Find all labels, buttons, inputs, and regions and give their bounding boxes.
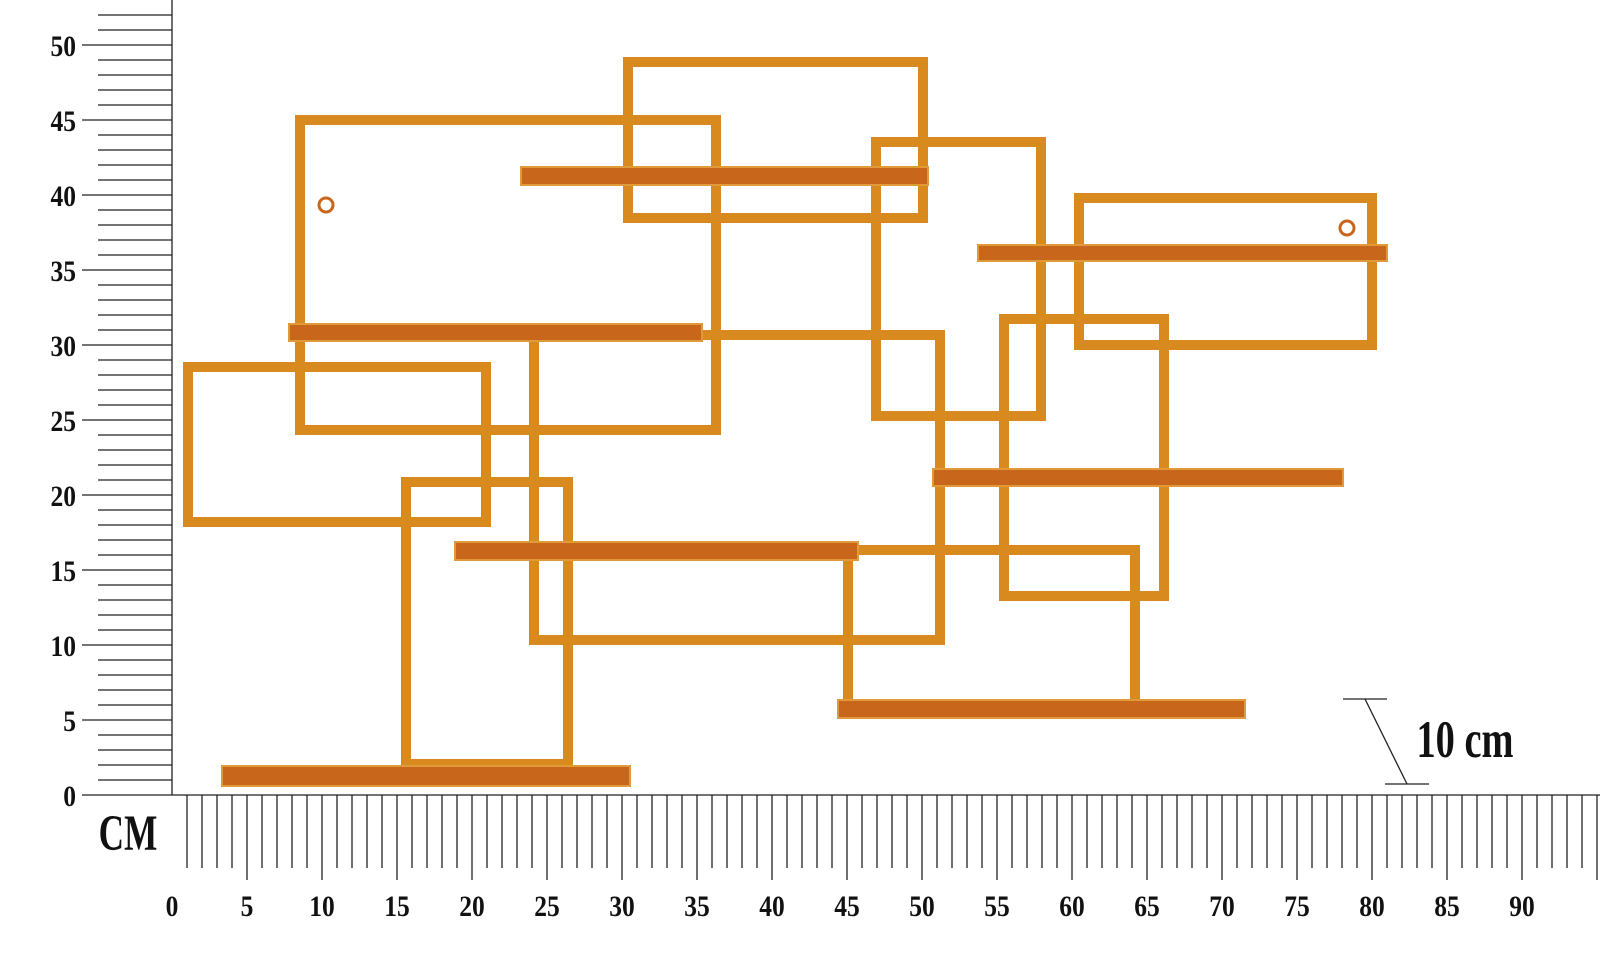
y-ruler-label: 50 xyxy=(51,30,76,63)
shelf xyxy=(520,166,929,186)
shelf xyxy=(288,323,703,342)
frame xyxy=(183,362,491,527)
frame xyxy=(295,115,721,435)
x-ruler-label: 15 xyxy=(384,890,409,923)
x-ruler-label: 90 xyxy=(1509,890,1534,923)
wall-rack xyxy=(183,57,1388,787)
scale-note: 10 cm xyxy=(1416,710,1513,768)
scale-line xyxy=(1364,698,1408,785)
frame xyxy=(999,314,1169,601)
x-ruler-label: 50 xyxy=(909,890,934,923)
x-ruler-label: 35 xyxy=(684,890,709,923)
y-ruler-label: 30 xyxy=(51,330,76,363)
x-ruler-label: 45 xyxy=(834,890,859,923)
y-ruler-label: 35 xyxy=(51,255,76,288)
x-ruler-label: 30 xyxy=(609,890,634,923)
y-ruler-label: 45 xyxy=(51,105,76,138)
hanger-hole xyxy=(1338,219,1356,237)
y-ruler-label: 10 xyxy=(51,630,76,663)
x-ruler-label: 40 xyxy=(759,890,784,923)
frame xyxy=(871,137,1046,421)
frame xyxy=(529,330,945,645)
x-ruler-label: 20 xyxy=(459,890,484,923)
y-ruler-label: 0 xyxy=(63,780,76,813)
hanger-hole xyxy=(317,196,335,214)
y-ruler-label: 5 xyxy=(63,705,76,738)
y-ruler-label: 20 xyxy=(51,480,76,513)
frame xyxy=(1074,193,1377,350)
unit-label: CM xyxy=(99,806,158,862)
x-ruler-label: 55 xyxy=(984,890,1009,923)
y-ruler-label: 40 xyxy=(51,180,76,213)
x-ruler-label: 60 xyxy=(1059,890,1084,923)
x-ruler-label: 25 xyxy=(534,890,559,923)
x-ruler-label: 75 xyxy=(1284,890,1309,923)
x-ruler-label: 10 xyxy=(309,890,334,923)
shelf xyxy=(837,699,1246,719)
x-ruler-label: 5 xyxy=(241,890,254,923)
x-ruler-label: 80 xyxy=(1359,890,1384,923)
shelf xyxy=(221,765,631,787)
x-ruler-label: 65 xyxy=(1134,890,1159,923)
frame xyxy=(843,545,1140,710)
scale-indicator: 10 cm xyxy=(1343,698,1514,785)
x-ruler-label: 0 xyxy=(166,890,179,923)
shelf xyxy=(977,244,1388,262)
y-ruler-label: 15 xyxy=(51,555,76,588)
x-ruler-label: 85 xyxy=(1434,890,1459,923)
shelf xyxy=(932,468,1344,487)
frame xyxy=(401,477,573,769)
x-ruler-label: 70 xyxy=(1209,890,1234,923)
rulers xyxy=(82,0,1600,796)
shelf xyxy=(454,541,859,561)
y-ruler-label: 25 xyxy=(51,405,76,438)
